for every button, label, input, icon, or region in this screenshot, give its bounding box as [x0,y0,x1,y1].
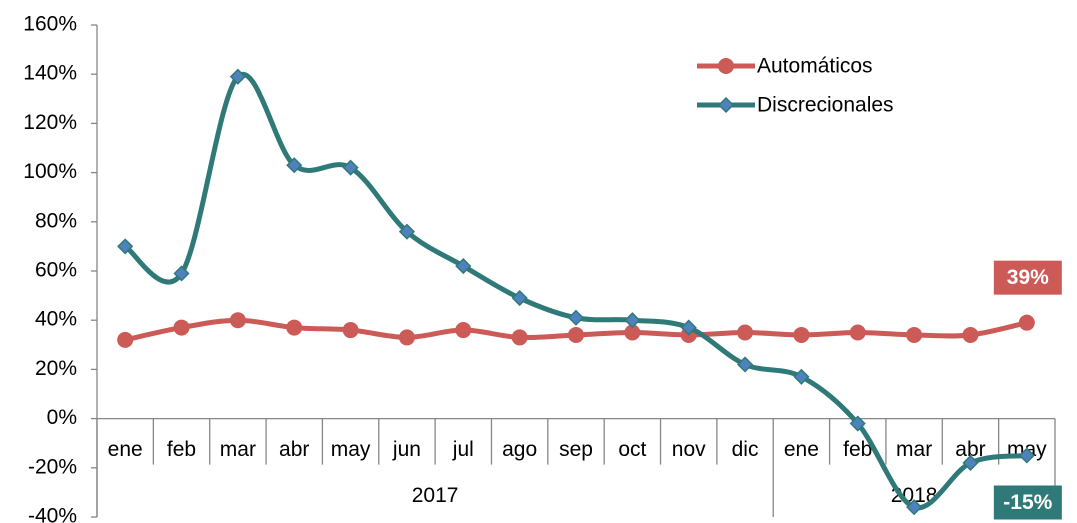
x-tick-label: oct [618,438,646,461]
x-tick-label: may [331,438,371,461]
y-tick-label: 80% [35,209,77,232]
x-group-label: 2018 [891,484,938,507]
data-label: -15% [1003,491,1052,514]
y-tick-label: -40% [28,505,77,523]
marker [455,258,472,275]
marker [736,356,754,373]
x-tick-label: ene [784,438,819,461]
marker [906,499,923,516]
y-tick-label: 140% [23,62,77,85]
legend-label: Discrecionales [757,94,894,117]
marker [906,326,923,343]
marker [849,415,866,432]
x-tick-label: ene [108,438,143,461]
marker [793,368,810,385]
x-tick-label: jul [452,438,474,461]
y-tick-label: 120% [23,111,77,134]
marker [286,157,303,174]
x-tick-label: feb [167,438,196,461]
marker [718,58,734,74]
marker [117,238,134,255]
marker [962,326,979,343]
marker [680,319,697,336]
x-tick-label: abr [279,438,309,461]
marker [342,322,359,339]
x-tick-label: sep [559,438,593,461]
marker [717,96,735,114]
x-group-label: 2017 [412,484,459,507]
x-tick-label: jun [392,438,421,461]
marker [398,223,416,240]
marker [511,329,528,346]
y-tick-label: 160% [23,13,77,36]
x-tick-label: mar [220,438,256,461]
marker [173,265,190,282]
x-tick-label: mar [896,438,932,461]
marker [567,309,585,326]
marker [793,326,810,343]
y-tick-label: 60% [35,259,77,282]
y-tick-label: 40% [35,308,77,331]
marker [962,454,979,471]
x-tick-label: dic [732,438,759,461]
y-tick-label: 100% [23,160,77,183]
marker [455,322,472,339]
legend-label: Automáticos [757,55,873,78]
marker [229,312,246,329]
data-label-box [993,260,1062,295]
x-tick-label: abr [955,438,985,461]
marker [1018,447,1035,464]
data-label-box [993,485,1062,520]
marker [737,324,754,341]
x-tick-label: feb [843,438,872,461]
x-tick-label: ago [502,438,537,461]
marker [624,312,641,329]
marker [849,324,866,341]
marker [173,319,190,336]
y-tick-label: 0% [47,406,77,429]
x-tick-label: nov [672,438,706,461]
y-tick-label: 20% [35,357,77,380]
marker [398,329,415,346]
marker [511,289,528,307]
marker [342,159,359,176]
y-tick-label: -20% [28,455,77,478]
marker [624,324,641,341]
marker [117,331,134,348]
data-label: 39% [1007,266,1049,289]
marker [1018,314,1035,331]
marker [286,319,303,336]
marker [229,68,246,85]
marker [568,326,584,343]
